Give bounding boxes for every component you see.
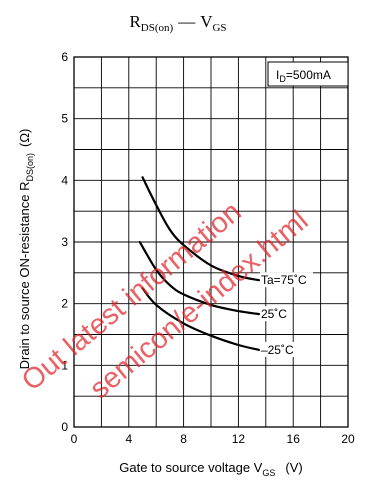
x-tick-label: 4 xyxy=(125,432,132,446)
y-tick-label: 3 xyxy=(61,235,68,249)
y-tick-label: 1 xyxy=(61,358,68,372)
y-axis-label: Drain to source ON-resistance RDS(on)(Ω) xyxy=(17,129,35,370)
y-tick-label: 4 xyxy=(61,173,68,187)
x-tick-labels: 0 4 8 12 16 20 xyxy=(71,432,355,446)
series-label-bg xyxy=(259,306,292,322)
series-label: –25˚C xyxy=(261,343,294,357)
plot-frame xyxy=(73,56,349,428)
series-label-bg xyxy=(259,272,313,288)
x-tick-label: 12 xyxy=(232,432,246,446)
x-tick-label: 16 xyxy=(287,432,301,446)
series-label: 25˚C xyxy=(261,307,287,321)
x-axis-label: Gate to source voltage VGS (V) xyxy=(119,460,302,478)
title-v-sub: GS xyxy=(212,22,226,34)
series-group: Ta=75˚C 25˚C –25˚C xyxy=(138,176,313,357)
condition-label: ID=500mA xyxy=(276,68,331,84)
y-tick-labels: 0 1 2 3 4 5 6 xyxy=(61,50,68,434)
series-line xyxy=(141,287,261,351)
x-tick-label: 8 xyxy=(180,432,187,446)
title-r-sub: DS(on) xyxy=(141,22,174,34)
series-label-bg xyxy=(259,341,299,357)
title-dash: — xyxy=(177,12,196,31)
series-line xyxy=(138,240,261,316)
y-tick-label: 2 xyxy=(61,297,68,311)
y-tick-label: 0 xyxy=(61,420,68,434)
y-tick-label: 6 xyxy=(61,50,68,64)
chart-title: RDS(on) — VGS xyxy=(129,12,226,34)
title-v: V xyxy=(200,12,213,31)
series-label: Ta=75˚C xyxy=(261,273,307,287)
x-tick-label: 0 xyxy=(71,432,78,446)
title-r: R xyxy=(129,12,141,31)
y-tick-label: 5 xyxy=(61,112,68,126)
series-line xyxy=(141,176,261,282)
x-tick-label: 20 xyxy=(341,432,355,446)
condition-box-bg xyxy=(267,61,349,87)
